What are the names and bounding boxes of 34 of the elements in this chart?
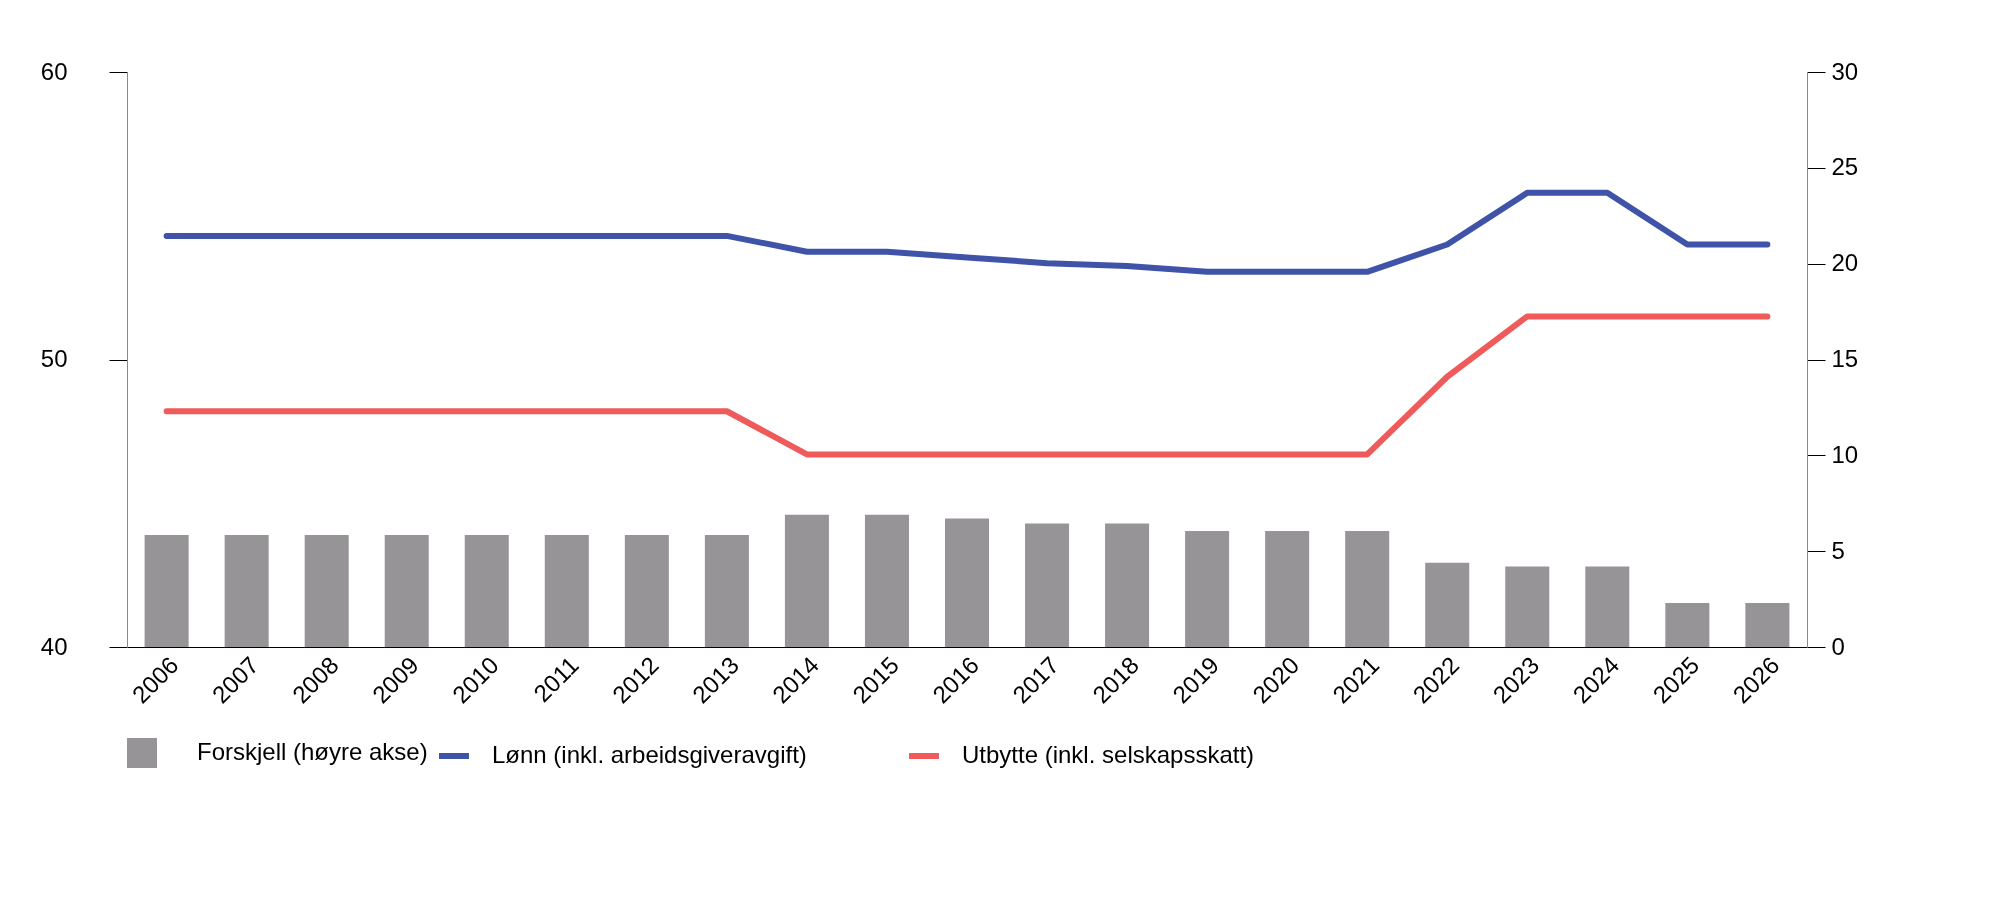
y2-tick-label: 30 <box>1831 57 1859 85</box>
bar <box>1745 602 1790 647</box>
bar <box>1665 602 1710 647</box>
bar <box>784 514 829 647</box>
bar <box>544 534 589 647</box>
bar <box>1265 531 1310 647</box>
y2-tick-label: 0 <box>1831 632 1845 660</box>
y-tick-label: 40 <box>40 632 68 660</box>
legend-label: Forskjell (høyre akse) <box>197 738 428 765</box>
bar <box>304 534 349 647</box>
bar <box>864 514 909 647</box>
bar <box>1025 523 1070 647</box>
y2-tick-label: 25 <box>1831 153 1859 181</box>
y-tick-label: 60 <box>40 57 68 85</box>
bar <box>1105 523 1150 647</box>
bar <box>1185 531 1230 647</box>
y2-tick-label: 20 <box>1831 249 1859 277</box>
legend-label: Utbytte (inkl. selskapsskatt) <box>962 741 1255 768</box>
bar <box>144 534 189 647</box>
bar <box>224 534 269 647</box>
bar <box>1425 562 1470 647</box>
bar <box>464 534 509 647</box>
y2-tick-label: 15 <box>1831 345 1859 372</box>
bar <box>704 534 749 647</box>
y-tick-label: 50 <box>40 345 68 372</box>
bar <box>1345 531 1390 647</box>
bar <box>624 534 669 647</box>
bar <box>944 518 990 647</box>
bar <box>384 534 429 647</box>
bar <box>1585 566 1630 647</box>
bar <box>1505 566 1550 647</box>
legend-label: Lønn (inkl. arbeidsgiveravgift) <box>492 741 807 768</box>
y2-tick-label: 5 <box>1831 536 1845 564</box>
y2-tick-label: 10 <box>1831 440 1859 468</box>
